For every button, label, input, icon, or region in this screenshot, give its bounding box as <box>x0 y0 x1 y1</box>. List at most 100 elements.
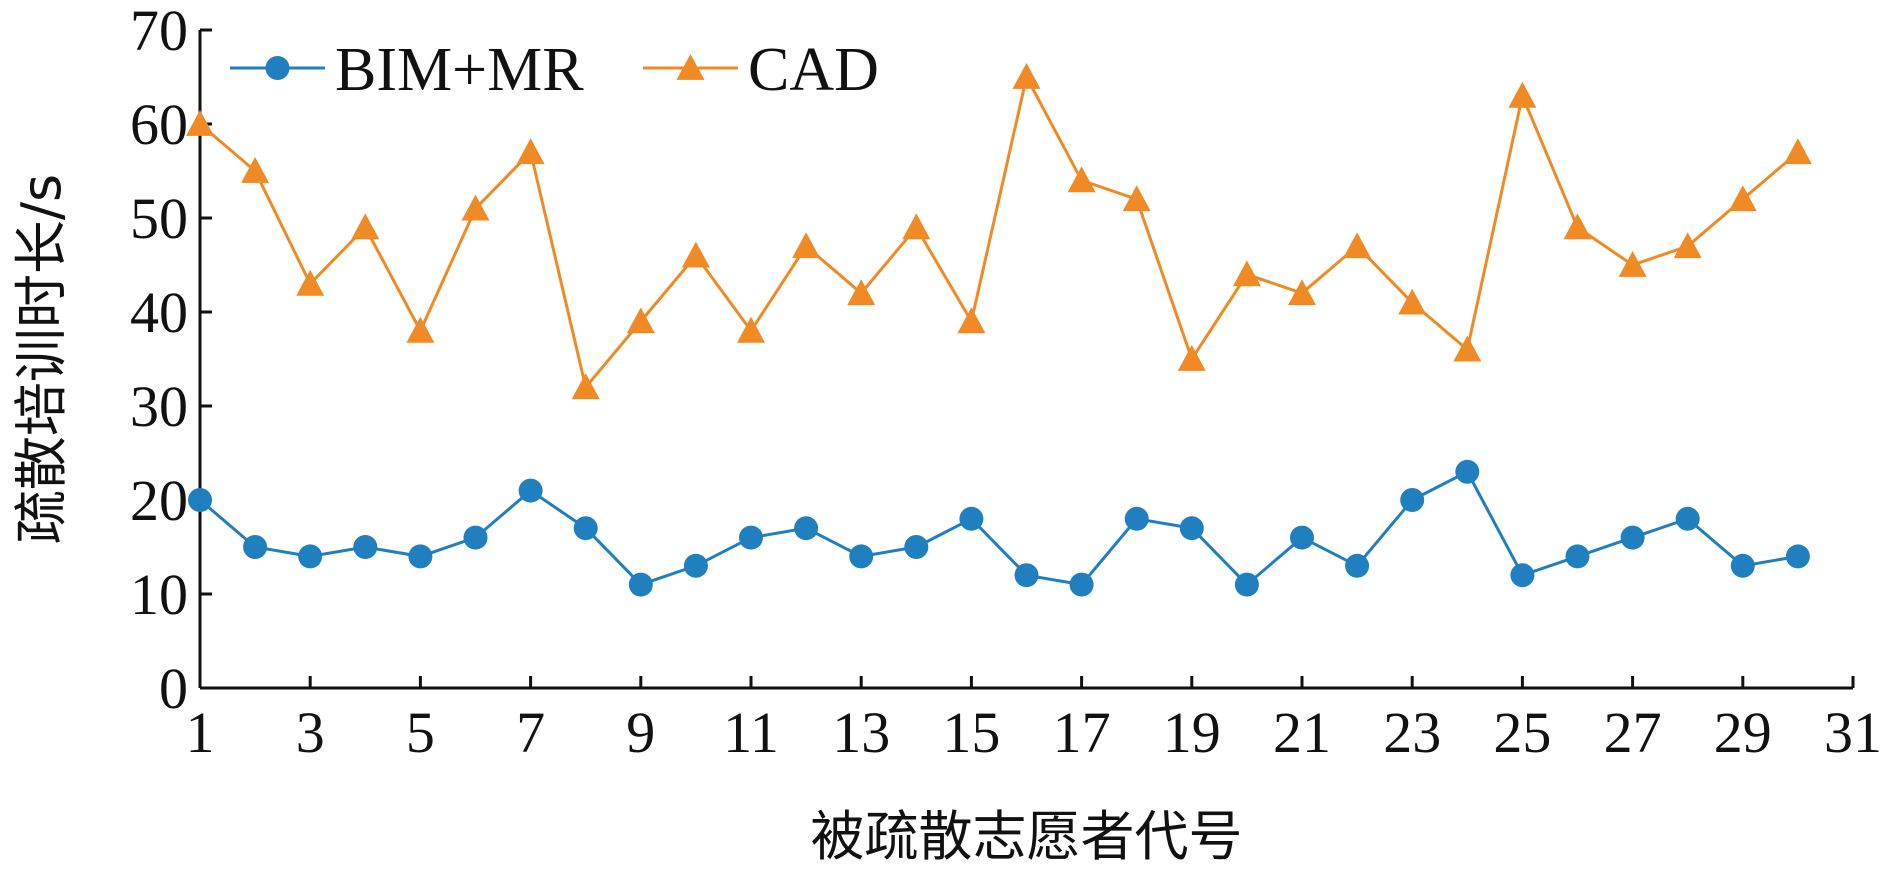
data-point-bim-mr <box>1234 572 1259 597</box>
data-point-cad <box>1563 213 1592 240</box>
data-point-cad <box>1288 279 1316 306</box>
y-tick-label: 60 <box>130 92 188 157</box>
data-point-bim-mr <box>1785 544 1810 569</box>
data-point-cad <box>1067 166 1096 193</box>
data-point-cad <box>571 373 600 400</box>
x-tick-label: 29 <box>1714 700 1772 765</box>
data-point-cad <box>296 269 325 296</box>
legend-marker-bim-mr <box>265 56 290 80</box>
x-tick-label: 5 <box>406 700 435 765</box>
data-point-cad <box>1453 335 1482 362</box>
data-point-bim-mr <box>1069 572 1094 597</box>
data-point-bim-mr <box>1455 459 1480 484</box>
data-point-bim-mr <box>904 535 929 559</box>
y-tick-label: 50 <box>130 186 188 251</box>
axes <box>198 30 1853 690</box>
data-point-bim-mr <box>1730 553 1755 578</box>
y-tick-label: 30 <box>130 374 188 439</box>
data-point-bim-mr <box>959 506 984 531</box>
x-tick-label: 13 <box>832 700 890 765</box>
series-layer <box>186 63 1812 597</box>
data-point-cad <box>241 157 270 183</box>
y-axis-label: 疏散培训时长/s <box>10 174 73 544</box>
x-tick-label: 27 <box>1604 700 1662 765</box>
data-point-cad <box>1122 185 1151 212</box>
x-tick-label: 7 <box>516 700 545 765</box>
data-point-bim-mr <box>1014 563 1039 588</box>
data-point-cad <box>1343 232 1372 259</box>
data-point-bim-mr <box>1345 553 1370 578</box>
data-point-bim-mr <box>794 516 819 541</box>
series-cad <box>186 63 1812 400</box>
legend-item-cad: CAD <box>643 36 879 104</box>
data-point-cad <box>902 213 931 240</box>
data-point-cad <box>1232 260 1261 287</box>
x-axis-ticks: 1 3 5 7 9 11 13 15 17 19 21 23 25 27 29 31 <box>186 676 1882 765</box>
data-point-cad <box>626 307 655 334</box>
data-point-cad <box>1728 185 1757 212</box>
y-tick-label: 20 <box>130 468 188 533</box>
x-tick-label: 11 <box>723 700 779 765</box>
x-tick-label: 19 <box>1163 700 1221 765</box>
data-point-bim-mr <box>628 572 653 597</box>
data-point-bim-mr <box>188 488 212 512</box>
x-tick-label: 1 <box>186 700 215 765</box>
series-bim-mr <box>188 459 1810 597</box>
data-point-cad <box>461 194 490 221</box>
data-point-bim-mr <box>463 525 488 550</box>
x-tick-label: 25 <box>1493 700 1551 765</box>
data-point-cad <box>847 279 876 306</box>
x-tick-label: 31 <box>1824 700 1882 765</box>
data-point-cad <box>1177 345 1206 371</box>
data-point-bim-mr <box>1179 516 1204 541</box>
data-point-bim-mr <box>1565 544 1590 569</box>
data-point-bim-mr <box>353 535 378 559</box>
data-point-bim-mr <box>1620 525 1645 550</box>
data-point-bim-mr <box>739 525 763 550</box>
data-point-bim-mr <box>1290 525 1314 550</box>
x-tick-label: 23 <box>1383 700 1441 765</box>
data-point-bim-mr <box>408 544 433 569</box>
data-point-bim-mr <box>298 544 323 569</box>
data-point-cad <box>351 213 380 240</box>
data-point-bim-mr <box>849 544 874 569</box>
y-tick-label: 70 <box>130 0 188 63</box>
series-line-bim-mr <box>199 469 1799 587</box>
y-tick-label: 40 <box>130 280 188 345</box>
data-point-cad <box>516 138 545 165</box>
data-point-cad <box>186 110 214 136</box>
data-point-cad <box>1012 63 1041 89</box>
data-point-cad <box>957 307 986 334</box>
data-point-bim-mr <box>243 535 268 559</box>
data-point-bim-mr <box>1510 563 1535 588</box>
legend-marker-cad <box>676 54 705 80</box>
data-point-cad <box>1508 81 1537 108</box>
legend-label-bim-mr: BIM+MR <box>335 36 584 104</box>
data-point-cad <box>792 232 821 259</box>
data-point-bim-mr <box>1124 506 1149 531</box>
x-tick-label: 17 <box>1053 700 1111 765</box>
data-point-cad <box>1673 232 1702 259</box>
y-axis-ticks: 0 10 20 30 40 50 60 70 <box>130 0 212 721</box>
data-point-bim-mr <box>683 553 708 578</box>
series-line-cad <box>199 72 1799 391</box>
legend: BIM+MR CAD <box>230 36 879 104</box>
data-point-cad <box>737 316 765 343</box>
data-point-bim-mr <box>1675 506 1700 531</box>
data-point-cad <box>406 316 435 343</box>
x-tick-label: 3 <box>296 700 325 765</box>
data-point-cad <box>1783 138 1812 165</box>
data-point-bim-mr <box>1400 488 1425 512</box>
x-axis-label: 被疏散志愿者代号 <box>811 805 1243 868</box>
legend-item-bim-mr: BIM+MR <box>230 36 584 104</box>
data-point-cad <box>1398 288 1427 315</box>
legend-label-cad: CAD <box>748 36 879 104</box>
y-tick-label: 10 <box>130 562 188 627</box>
data-point-cad <box>681 241 710 268</box>
x-tick-label: 15 <box>942 700 1000 765</box>
data-point-bim-mr <box>573 516 598 541</box>
y-tick-label: 0 <box>159 656 188 721</box>
data-point-bim-mr <box>518 478 543 503</box>
x-tick-label: 9 <box>626 700 655 765</box>
